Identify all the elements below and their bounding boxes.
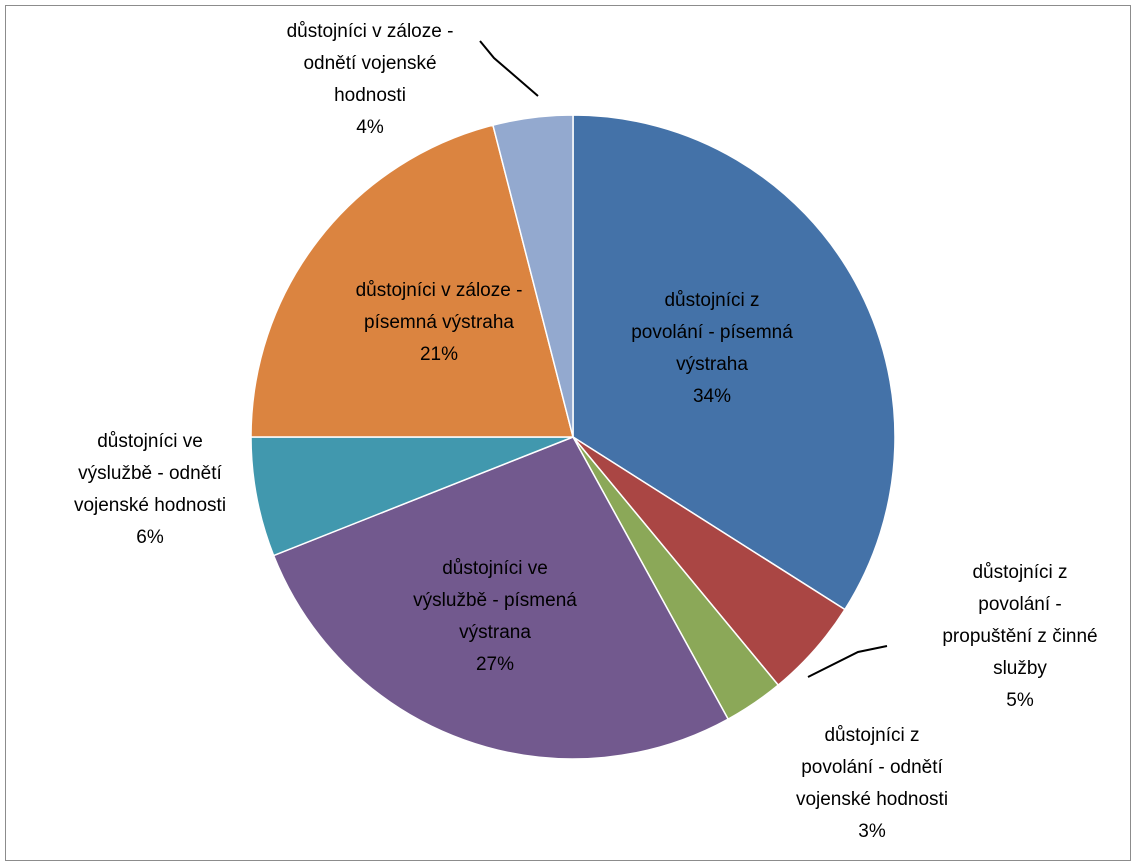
slice-label-line: výslužbě - písmená — [413, 590, 577, 611]
slice-label-line: důstojníci ve — [97, 431, 203, 452]
slice-percent-label: 34% — [693, 386, 731, 407]
leader-line-2 — [807, 645, 888, 678]
slice-percent-label: 27% — [476, 654, 514, 675]
leader-lines — [479, 40, 888, 678]
slice-label-line: výstrana — [459, 622, 531, 643]
slice-percent-label: 4% — [356, 117, 384, 138]
leader-line-7 — [479, 40, 539, 97]
slice-label-line: vojenské hodnosti — [796, 789, 948, 810]
slice-label-line: důstojníci v záloze - — [287, 21, 454, 42]
slice-label-6: důstojníci v záloze - písemná výstraha 21% — [356, 280, 523, 365]
slice-label-line: služby — [993, 658, 1047, 679]
slice-label-line: důstojníci z — [972, 562, 1067, 583]
slice-label-3: důstojníci z povolání - odnětí vojenské ho… — [796, 725, 948, 842]
slice-label-line: vojenské hodnosti — [74, 495, 226, 516]
slice-label-line: výstraha — [676, 354, 748, 375]
pie-slice-1 — [572, 114, 896, 611]
pie-slice-6 — [250, 124, 574, 438]
slice-label-line: hodnosti — [334, 85, 406, 106]
slice-label-4: důstojníci ve výslužbě - písmená výstrana 2… — [413, 558, 577, 675]
slice-label-line: písemná výstraha — [364, 312, 514, 333]
slice-label-line: povolání - odnětí — [801, 757, 943, 778]
slice-label-line: povolání - — [978, 594, 1061, 615]
slice-percent-label: 3% — [858, 821, 886, 842]
slice-label-line: důstojníci v záloze - — [356, 280, 523, 301]
slice-label-line: výslužbě - odnětí — [78, 463, 222, 484]
slice-labels: důstojníci z povolání - písemná výstraha 34… — [74, 21, 1098, 842]
slice-label-line: odnětí vojenské — [303, 53, 436, 74]
slice-label-line: propuštění z činné — [942, 626, 1097, 647]
slice-label-line: důstojníci z — [664, 290, 759, 311]
slice-percent-label: 5% — [1006, 690, 1034, 711]
slice-percent-label: 6% — [136, 527, 164, 548]
pie-slices — [250, 114, 896, 760]
slice-percent-label: 21% — [420, 344, 458, 365]
slice-label-5: důstojníci ve výslužbě - odnětí vojenské h… — [74, 431, 226, 548]
slice-label-line: důstojníci ve — [442, 558, 548, 579]
pie-slice-5 — [250, 436, 574, 557]
slice-label-7: důstojníci v záloze - odnětí vojenské hodn… — [287, 21, 454, 138]
slice-label-1: důstojníci z povolání - písemná výstraha 34… — [631, 290, 793, 407]
slice-label-line: povolání - písemná — [631, 322, 793, 343]
slice-label-2: důstojníci z povolání - propuštění z činné… — [942, 562, 1097, 711]
slice-label-line: důstojníci z — [824, 725, 919, 746]
pie-slice-4 — [272, 436, 730, 760]
pie-slice-7 — [492, 114, 574, 438]
